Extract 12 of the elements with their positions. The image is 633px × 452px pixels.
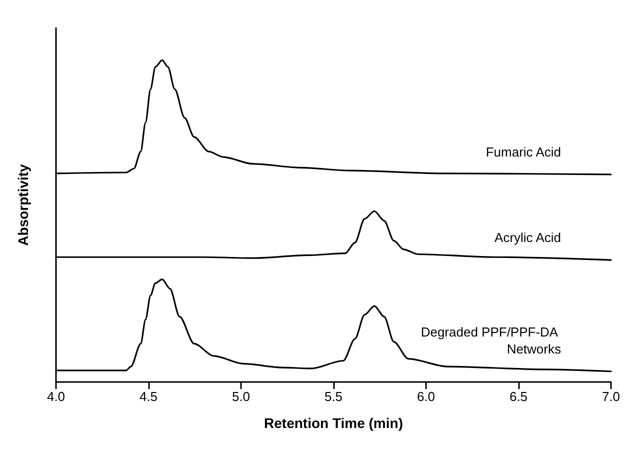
x-tick-label: 5.0 [232,389,250,404]
x-tick-label: 5.5 [324,389,343,404]
series-label: Fumaric Acid [486,144,561,160]
series-label: Acrylic Acid [494,230,561,246]
y-axis-title: Absorptivity [15,164,31,246]
x-tick-label: 4.5 [139,389,158,404]
series-label: Degraded PPF/PPF-DA Networks [420,324,562,356]
x-tick-label: 7.0 [602,389,620,404]
x-tick-label: 6.0 [416,389,436,404]
x-tick-label: 6.5 [509,389,528,404]
x-axis-title: Retention Time (min) [264,415,403,431]
x-tick-label: 4.0 [46,389,66,404]
